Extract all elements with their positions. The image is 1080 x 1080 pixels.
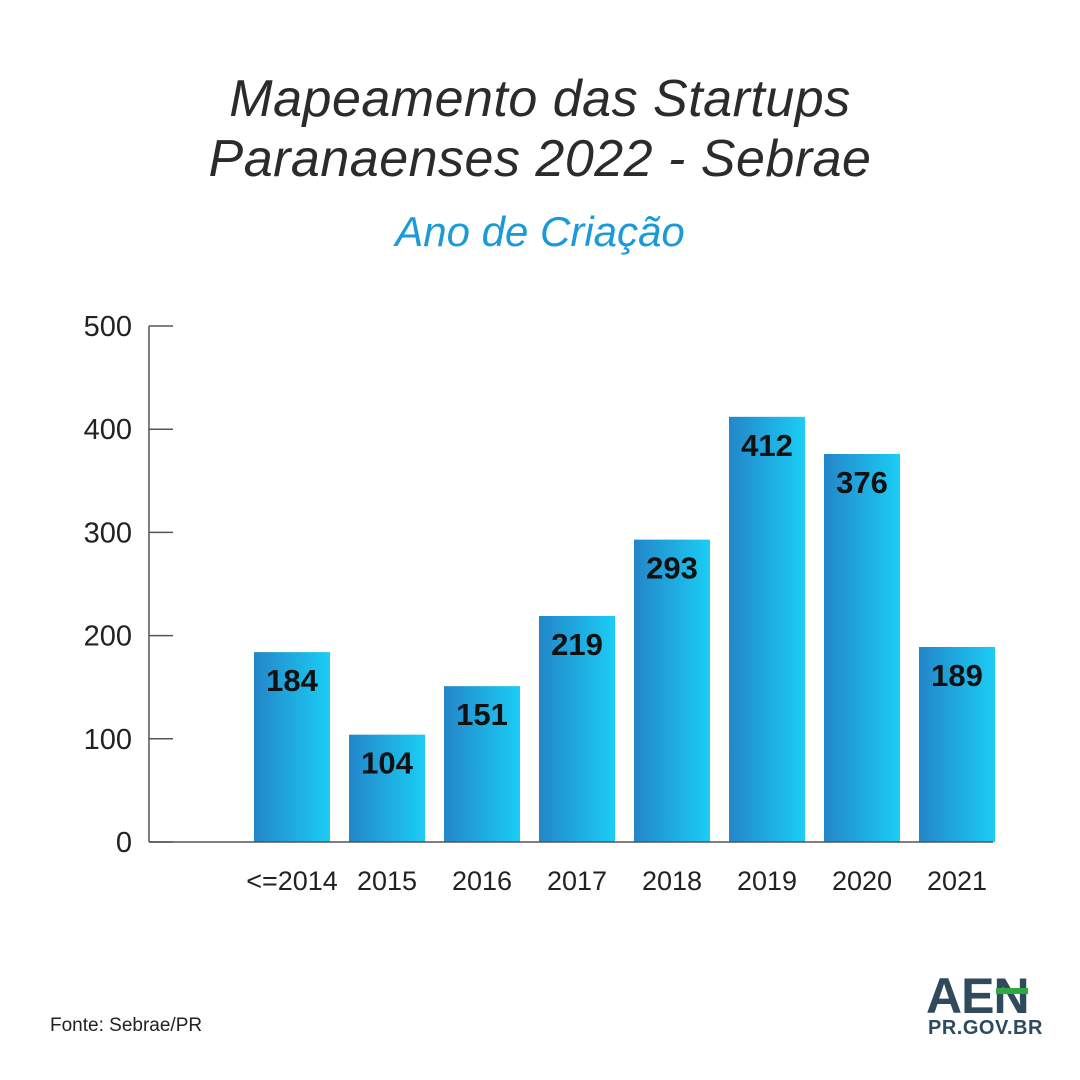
logo-domain: PR.GOV.BR: [928, 1017, 1043, 1039]
chart-title-line-2: Paranaenses 2022 - Sebrae: [208, 130, 872, 188]
bar-value-label: 151: [456, 697, 508, 732]
bar-value-label: 219: [551, 627, 603, 662]
bar-value-label: 376: [836, 465, 888, 500]
bar-value-label: 189: [931, 658, 983, 693]
y-tick-label: 300: [84, 517, 132, 549]
x-tick-label: 2018: [642, 866, 702, 896]
x-tick-label: 2019: [737, 866, 797, 896]
x-tick-label: 2016: [452, 866, 512, 896]
chart-title-line-1: Mapeamento das Startups: [229, 70, 851, 128]
aen-logo: AEN PR.GOV.BR: [926, 968, 1043, 1044]
x-tick-label: 2015: [357, 866, 417, 896]
bar: [919, 646, 995, 842]
bar: [444, 686, 520, 842]
bar-value-label: 412: [741, 428, 793, 463]
bars: 184 104 151 219 293 412 376 189: [254, 416, 995, 842]
source-note: Fonte: Sebrae/PR: [50, 1015, 203, 1036]
x-tick-label: 2017: [547, 866, 607, 896]
y-axis: 0 100 200 300 400 500: [84, 311, 173, 859]
bar: [349, 734, 425, 842]
x-tick-label: <=2014: [246, 866, 338, 896]
logo-accent-bar: [996, 988, 1028, 994]
x-tick-label: 2020: [832, 866, 892, 896]
x-tick-label: 2021: [927, 866, 987, 896]
y-tick-label: 100: [84, 724, 132, 756]
bar: [254, 652, 330, 842]
bar: [634, 539, 710, 842]
y-tick-label: 500: [84, 311, 132, 343]
bar-value-label: 293: [646, 551, 698, 586]
bar: [824, 453, 900, 842]
y-tick-label: 400: [84, 414, 132, 446]
logo-wordmark: AEN: [926, 968, 1030, 1024]
y-tick-label: 200: [84, 621, 132, 653]
bar-value-label: 184: [266, 663, 318, 698]
bar: [729, 416, 805, 842]
bar: [539, 615, 615, 842]
x-axis: <=2014 2015 2016 2017 2018 2019 2020 2021: [149, 841, 993, 896]
bar-value-label: 104: [361, 746, 413, 781]
y-tick-label: 0: [116, 827, 132, 859]
chart-subtitle: Ano de Criação: [395, 208, 685, 255]
